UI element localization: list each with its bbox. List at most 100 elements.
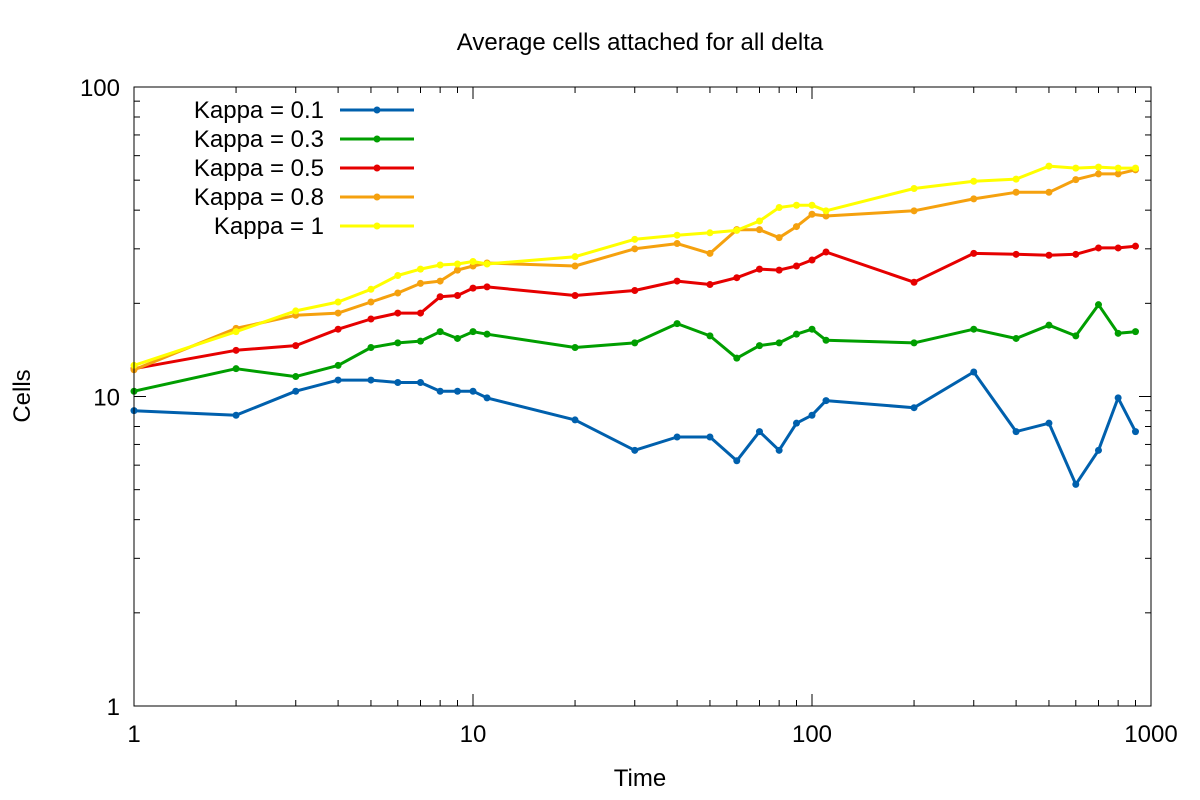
data-point <box>673 231 681 239</box>
data-point <box>910 339 918 347</box>
data-point <box>436 261 444 269</box>
data-point <box>1072 176 1080 184</box>
data-point <box>453 266 461 274</box>
data-point <box>453 387 461 395</box>
plot-series <box>130 162 1139 488</box>
data-point <box>755 217 763 225</box>
data-point <box>775 446 783 454</box>
data-point <box>571 291 579 299</box>
data-point <box>436 387 444 395</box>
data-point <box>910 184 918 192</box>
data-point <box>673 320 681 328</box>
data-point <box>292 307 300 315</box>
series-kappa-0-1 <box>130 368 1139 488</box>
data-point <box>755 265 763 273</box>
data-point <box>822 336 830 344</box>
data-point <box>1094 163 1102 171</box>
data-point <box>334 361 342 369</box>
legend-label: Kappa = 0.8 <box>194 184 324 211</box>
data-point <box>436 277 444 285</box>
data-point <box>1114 244 1122 252</box>
data-point <box>673 433 681 441</box>
data-point <box>1072 250 1080 258</box>
data-point <box>232 346 240 354</box>
data-point <box>416 265 424 273</box>
data-point <box>755 226 763 234</box>
data-point <box>808 325 816 333</box>
data-point <box>792 262 800 270</box>
data-point <box>1045 162 1053 170</box>
data-point <box>334 376 342 384</box>
data-point <box>1114 170 1122 178</box>
data-point <box>970 177 978 185</box>
data-point <box>706 281 714 289</box>
data-point <box>367 343 375 351</box>
data-point <box>232 365 240 373</box>
chart-title: Average cells attached for all delta <box>457 29 824 56</box>
data-point <box>453 260 461 268</box>
x-axis-label: Time <box>614 765 666 792</box>
legend-swatch-point <box>373 193 381 201</box>
data-point <box>970 325 978 333</box>
data-point <box>571 262 579 270</box>
data-point <box>822 397 830 405</box>
series-kappa-0-3 <box>130 301 1139 395</box>
data-point <box>483 330 491 338</box>
data-point <box>1045 188 1053 196</box>
data-point <box>436 328 444 336</box>
data-point <box>571 343 579 351</box>
y-tick-label: 1 <box>107 694 120 721</box>
data-point <box>1094 170 1102 178</box>
data-point <box>631 245 639 253</box>
data-point <box>1131 328 1139 336</box>
data-point <box>822 212 830 220</box>
data-point <box>394 339 402 347</box>
data-point <box>1114 164 1122 172</box>
x-tick-label: 100 <box>792 721 832 748</box>
data-point <box>970 195 978 203</box>
data-point <box>394 289 402 297</box>
data-point <box>1131 428 1139 436</box>
y-axis-label: Cells <box>9 369 36 422</box>
series-kappa-1 <box>130 162 1139 369</box>
data-point <box>792 330 800 338</box>
data-point <box>822 248 830 256</box>
data-point <box>808 411 816 419</box>
data-point <box>1114 394 1122 402</box>
data-point <box>292 373 300 381</box>
data-point <box>483 283 491 291</box>
data-point <box>733 226 741 234</box>
data-point <box>631 287 639 295</box>
data-point <box>334 298 342 306</box>
data-point <box>792 223 800 231</box>
data-point <box>1045 419 1053 427</box>
data-point <box>453 291 461 299</box>
data-point <box>673 240 681 248</box>
data-point <box>367 376 375 384</box>
data-point <box>469 284 477 292</box>
data-point <box>631 446 639 454</box>
data-point <box>970 368 978 376</box>
data-point <box>631 235 639 243</box>
x-tick-label: 1000 <box>1124 721 1177 748</box>
x-tick-label: 10 <box>460 721 487 748</box>
data-point <box>1045 251 1053 259</box>
data-point <box>1012 334 1020 342</box>
data-point <box>910 404 918 412</box>
data-point <box>775 339 783 347</box>
legend-swatch-point <box>373 164 381 172</box>
data-point <box>292 342 300 350</box>
data-point <box>367 298 375 306</box>
legend-swatch-point <box>373 135 381 143</box>
data-point <box>469 328 477 336</box>
data-point <box>733 457 741 465</box>
data-point <box>1012 250 1020 258</box>
data-point <box>483 260 491 268</box>
data-point <box>469 258 477 266</box>
data-point <box>970 249 978 257</box>
data-point <box>1072 332 1080 340</box>
data-point <box>733 354 741 362</box>
data-point <box>453 334 461 342</box>
data-point <box>775 234 783 242</box>
